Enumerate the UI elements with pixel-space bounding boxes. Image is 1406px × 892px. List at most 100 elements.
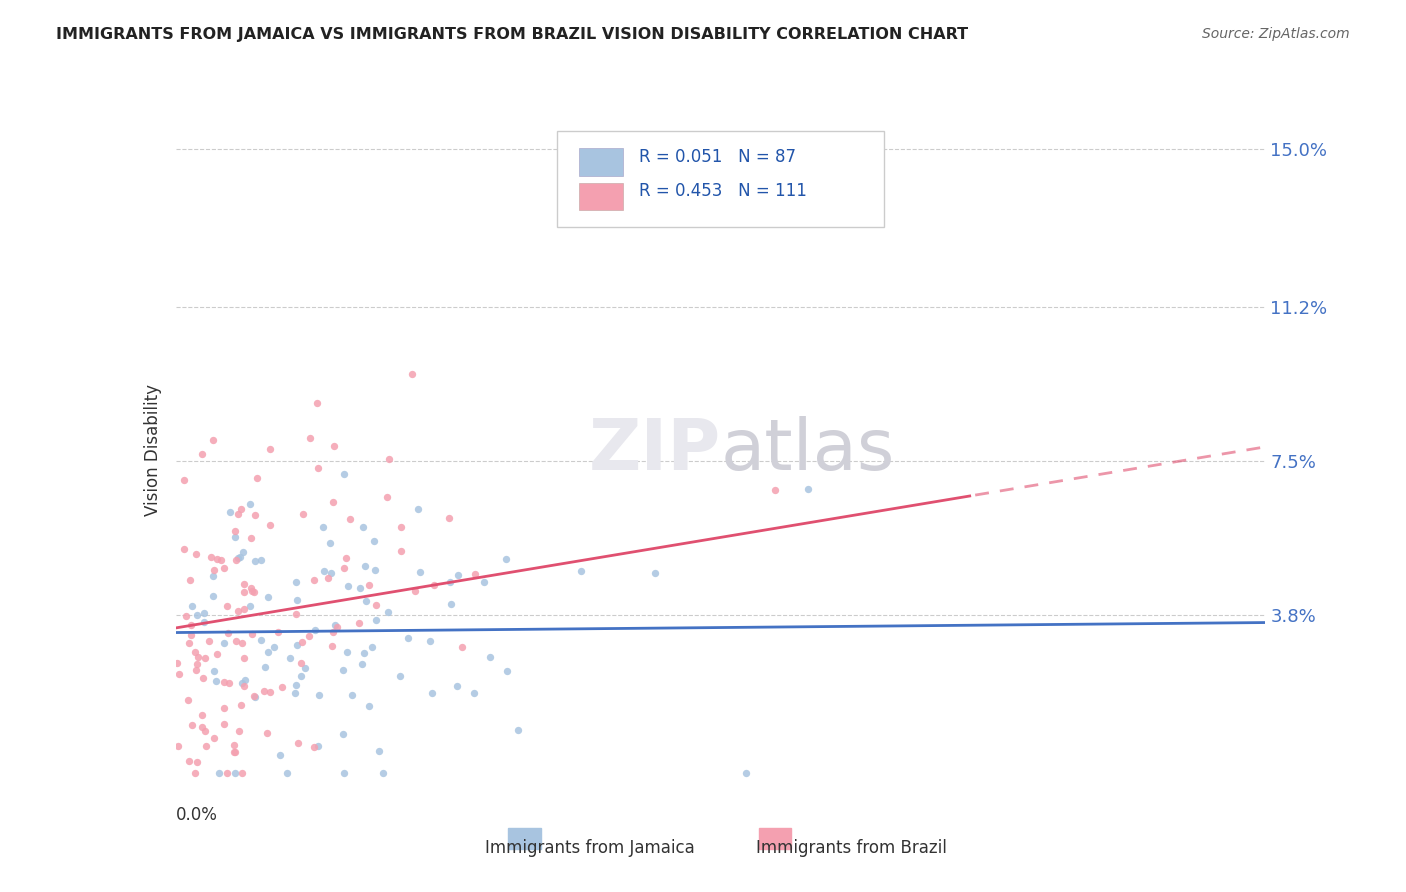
Point [478,650,501,665]
FancyBboxPatch shape [579,183,623,211]
Point [167,739,190,753]
Point [378,451,401,466]
Point [360,640,382,654]
Point [200,549,222,564]
Point [267,624,290,639]
Point [180,618,202,632]
Point [202,731,225,746]
Point [224,530,246,544]
Point [174,609,197,624]
Point [332,663,354,677]
Point [318,536,340,550]
Point [229,550,252,565]
Point [496,665,519,679]
Point [194,650,217,665]
Point [322,495,344,509]
Point [336,645,359,659]
Point [190,447,212,461]
Text: R = 0.453   N = 111: R = 0.453 N = 111 [638,182,807,201]
Point [256,590,278,604]
Point [224,524,246,538]
Point [377,605,399,619]
Point [256,726,278,740]
Point [307,396,329,410]
Point [243,584,266,599]
Point [224,745,246,759]
Point [243,553,266,567]
Point [212,717,235,731]
Y-axis label: Vision Disability: Vision Disability [143,384,162,516]
Point [173,474,195,488]
Point [333,561,356,575]
Point [357,578,380,592]
Point [337,579,360,593]
Point [166,656,188,670]
Point [464,566,486,581]
Point [228,550,250,565]
Point [375,490,398,504]
Point [325,620,347,634]
Point [332,766,354,780]
Point [186,547,208,561]
Point [186,657,208,672]
Point [323,617,346,632]
Point [371,766,394,780]
Point [735,766,758,780]
Point [195,739,218,754]
Point [440,597,463,611]
Point [193,724,215,739]
Point [202,563,225,577]
Point [439,574,461,589]
Point [269,747,291,762]
Point [239,599,262,613]
Point [229,698,252,712]
Point [212,701,235,715]
Point [225,634,247,648]
Point [270,680,292,694]
Point [217,766,239,780]
Point [177,692,200,706]
Point [231,766,253,780]
Point [224,745,246,759]
Point [184,645,207,659]
Point [349,616,371,631]
Point [339,512,361,526]
Point [284,686,307,700]
Point [389,520,412,534]
Point [208,766,231,780]
FancyBboxPatch shape [557,131,884,227]
Point [239,582,262,596]
Point [353,559,375,574]
Point [342,688,364,702]
Point [179,754,201,768]
FancyBboxPatch shape [508,828,541,849]
Point [169,666,191,681]
Point [259,685,281,699]
Point [243,690,266,704]
Point [259,517,281,532]
Point [637,204,659,219]
Point [180,718,202,732]
Point [406,502,429,516]
Point [240,584,263,599]
Point [257,645,280,659]
Point [186,755,208,769]
Point [308,688,330,702]
Point [357,699,380,714]
Point [389,668,412,682]
Point [201,433,224,447]
Point [212,675,235,690]
Point [569,564,592,578]
Point [506,723,529,737]
Point [307,739,329,754]
Text: ZIP: ZIP [588,416,721,485]
Point [259,442,281,457]
Point [366,599,388,613]
Point [797,483,820,497]
Point [420,686,443,700]
Point [228,723,250,738]
Point [314,564,336,578]
Point [222,738,245,752]
Point [193,606,215,620]
Point [276,766,298,780]
